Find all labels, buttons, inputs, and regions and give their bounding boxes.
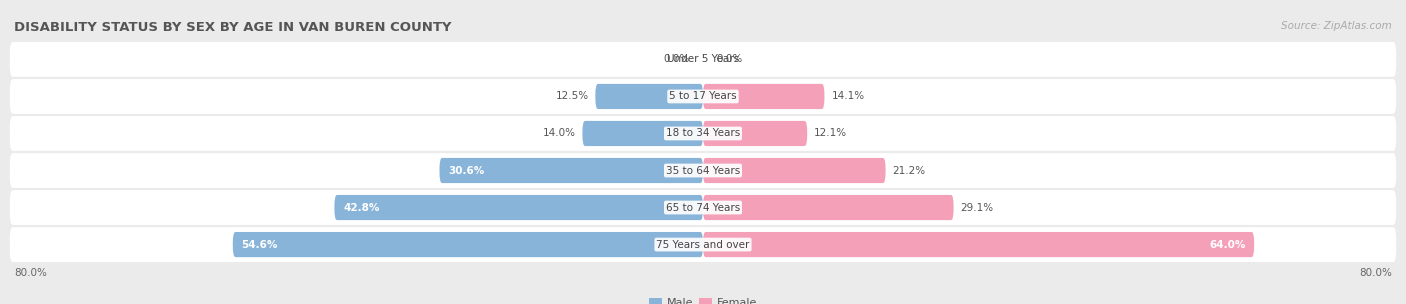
FancyBboxPatch shape [335, 195, 703, 220]
FancyBboxPatch shape [582, 121, 703, 146]
Text: 18 to 34 Years: 18 to 34 Years [666, 129, 740, 139]
Text: 54.6%: 54.6% [242, 240, 278, 250]
Legend: Male, Female: Male, Female [644, 293, 762, 304]
FancyBboxPatch shape [703, 158, 886, 183]
Text: 30.6%: 30.6% [449, 165, 484, 175]
Text: 29.1%: 29.1% [960, 202, 994, 212]
Text: 5 to 17 Years: 5 to 17 Years [669, 92, 737, 102]
Text: 80.0%: 80.0% [14, 268, 46, 278]
FancyBboxPatch shape [440, 158, 703, 183]
Text: 12.1%: 12.1% [814, 129, 848, 139]
FancyBboxPatch shape [10, 190, 1396, 225]
Text: 0.0%: 0.0% [716, 54, 742, 64]
FancyBboxPatch shape [10, 116, 1396, 151]
FancyBboxPatch shape [10, 79, 1396, 114]
FancyBboxPatch shape [703, 195, 953, 220]
FancyBboxPatch shape [233, 232, 703, 257]
Text: Under 5 Years: Under 5 Years [666, 54, 740, 64]
FancyBboxPatch shape [10, 227, 1396, 262]
Text: 80.0%: 80.0% [1360, 268, 1392, 278]
FancyBboxPatch shape [703, 232, 1254, 257]
Text: 65 to 74 Years: 65 to 74 Years [666, 202, 740, 212]
Text: 42.8%: 42.8% [343, 202, 380, 212]
Text: 35 to 64 Years: 35 to 64 Years [666, 165, 740, 175]
FancyBboxPatch shape [703, 84, 824, 109]
Text: Source: ZipAtlas.com: Source: ZipAtlas.com [1281, 21, 1392, 31]
FancyBboxPatch shape [10, 42, 1396, 77]
Text: 12.5%: 12.5% [555, 92, 589, 102]
Text: 0.0%: 0.0% [664, 54, 690, 64]
Text: 75 Years and over: 75 Years and over [657, 240, 749, 250]
Text: DISABILITY STATUS BY SEX BY AGE IN VAN BUREN COUNTY: DISABILITY STATUS BY SEX BY AGE IN VAN B… [14, 21, 451, 34]
FancyBboxPatch shape [10, 153, 1396, 188]
FancyBboxPatch shape [703, 121, 807, 146]
Text: 21.2%: 21.2% [893, 165, 925, 175]
Text: 14.1%: 14.1% [831, 92, 865, 102]
Text: 64.0%: 64.0% [1209, 240, 1246, 250]
Text: 14.0%: 14.0% [543, 129, 575, 139]
FancyBboxPatch shape [595, 84, 703, 109]
